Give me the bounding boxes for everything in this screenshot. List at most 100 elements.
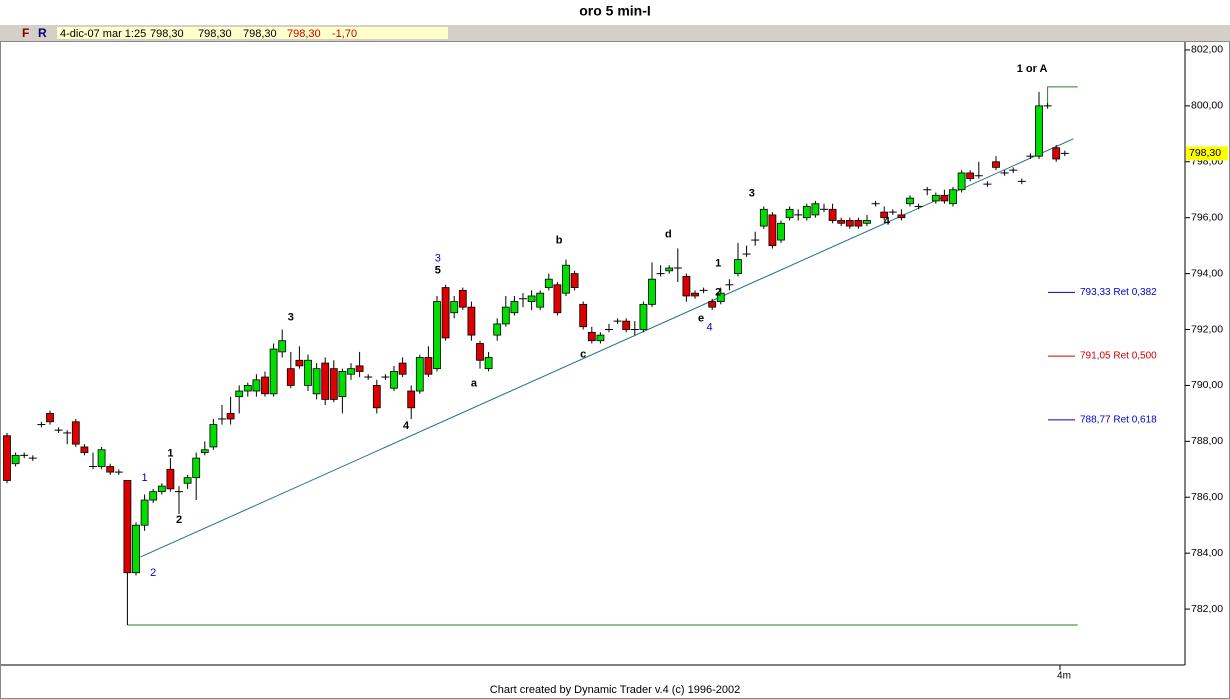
candle-body bbox=[278, 340, 287, 353]
wave-label: 2 bbox=[176, 514, 182, 526]
candle-body bbox=[949, 189, 957, 205]
y-tick-label: 784,00 bbox=[1191, 547, 1223, 559]
wave-label: 5 bbox=[435, 264, 441, 276]
candle-body bbox=[226, 412, 235, 420]
candle-body bbox=[192, 457, 201, 479]
candle-body bbox=[622, 320, 631, 330]
annotation-line bbox=[140, 138, 1074, 558]
wave-label: 4 bbox=[403, 420, 410, 432]
wave-label: 4 bbox=[884, 216, 891, 228]
candle-body bbox=[768, 214, 777, 247]
candle-body bbox=[639, 303, 648, 330]
candle-body bbox=[149, 491, 158, 501]
candle-body bbox=[295, 359, 304, 367]
candle-body bbox=[312, 368, 321, 395]
wave-label: 2 bbox=[715, 287, 721, 299]
candle-body bbox=[269, 348, 278, 395]
candle-body bbox=[940, 194, 949, 202]
wave-label: 4 bbox=[707, 321, 713, 333]
wave-label: 1 or A bbox=[1017, 63, 1048, 75]
candle-body bbox=[579, 303, 588, 328]
candle-body bbox=[3, 435, 11, 481]
candle-body bbox=[209, 424, 218, 448]
wave-label: c bbox=[580, 348, 586, 360]
candle-body bbox=[501, 306, 510, 325]
candle-body bbox=[450, 301, 459, 314]
candle-body bbox=[183, 477, 192, 484]
y-tick-label: 790,00 bbox=[1191, 379, 1223, 391]
candle-body bbox=[716, 292, 725, 302]
y-tick-label: 800,00 bbox=[1191, 100, 1223, 112]
candle-body bbox=[777, 222, 785, 241]
candle-body bbox=[957, 172, 966, 191]
candle-body bbox=[596, 334, 605, 342]
candle-body bbox=[691, 292, 699, 297]
candle-body bbox=[544, 278, 553, 288]
candle-body bbox=[329, 368, 338, 400]
candle-body bbox=[837, 220, 846, 224]
y-tick-label: 782,00 bbox=[1191, 603, 1223, 615]
candle-body bbox=[106, 466, 115, 473]
candle-body bbox=[132, 524, 140, 574]
y-tick-label: 802,00 bbox=[1191, 44, 1223, 56]
candle-body bbox=[880, 211, 889, 219]
candle-body bbox=[966, 172, 975, 179]
candle-body bbox=[510, 301, 519, 314]
candle-body bbox=[493, 323, 502, 336]
wave-label: e bbox=[698, 313, 704, 325]
candle-body bbox=[906, 197, 914, 205]
retracement-label: 791,05 Ret 0,500 bbox=[1080, 351, 1157, 362]
candle-body bbox=[372, 385, 381, 409]
candle-body bbox=[157, 485, 166, 493]
candle-body bbox=[347, 368, 355, 375]
candle-body bbox=[11, 454, 20, 465]
wave-label: 1 bbox=[715, 257, 721, 269]
candle-body bbox=[321, 362, 330, 400]
candle-body bbox=[398, 362, 407, 375]
candle-body bbox=[390, 371, 398, 389]
candle-body bbox=[802, 206, 811, 219]
wave-label: b bbox=[556, 235, 563, 247]
candle-body bbox=[587, 331, 596, 342]
candle-body bbox=[243, 385, 252, 392]
y-tick-label: 788,00 bbox=[1191, 435, 1223, 447]
info-text: 4-dic-07 mar 1:25 bbox=[60, 28, 146, 40]
candle-body bbox=[682, 275, 691, 297]
candle-body bbox=[123, 480, 132, 574]
candle-body bbox=[304, 359, 312, 386]
chart-title: oro 5 min-I bbox=[579, 3, 651, 19]
y-tick-label: 796,00 bbox=[1191, 211, 1223, 223]
retracement-label: 788,77 Ret 0,618 bbox=[1080, 414, 1157, 425]
candle-body bbox=[828, 208, 837, 221]
candle-body bbox=[845, 220, 854, 227]
wave-label: d bbox=[665, 229, 672, 241]
candle-body bbox=[1052, 147, 1061, 160]
candle-body bbox=[261, 376, 269, 395]
wave-label: 2 bbox=[150, 567, 156, 579]
candle-body bbox=[467, 306, 476, 336]
wave-label: a bbox=[471, 377, 478, 389]
candle-body bbox=[759, 208, 768, 227]
candle-body bbox=[570, 273, 579, 288]
wave-label: 1 bbox=[167, 447, 173, 459]
info-text: 798,30 bbox=[198, 28, 232, 40]
candle-body bbox=[734, 259, 742, 275]
wave-label: 1 bbox=[142, 472, 148, 484]
candle-body bbox=[252, 379, 261, 392]
candle-body bbox=[897, 214, 906, 219]
candle-body bbox=[562, 264, 570, 294]
candle-body bbox=[200, 449, 209, 453]
y-tick-label: 786,00 bbox=[1191, 491, 1223, 503]
candle-body bbox=[166, 468, 175, 490]
candle-body bbox=[441, 287, 450, 339]
info-box bbox=[57, 27, 448, 39]
x-tick-label: 4m bbox=[1057, 671, 1071, 682]
retracement-label: 793,33 Ret 0,382 bbox=[1080, 287, 1157, 298]
candle-body bbox=[235, 390, 244, 398]
wave-label: 3 bbox=[288, 311, 294, 323]
candle-body bbox=[527, 295, 536, 302]
footer: Chart created by Dynamic Trader v.4 (c) … bbox=[490, 684, 740, 696]
candle-body bbox=[433, 301, 441, 370]
